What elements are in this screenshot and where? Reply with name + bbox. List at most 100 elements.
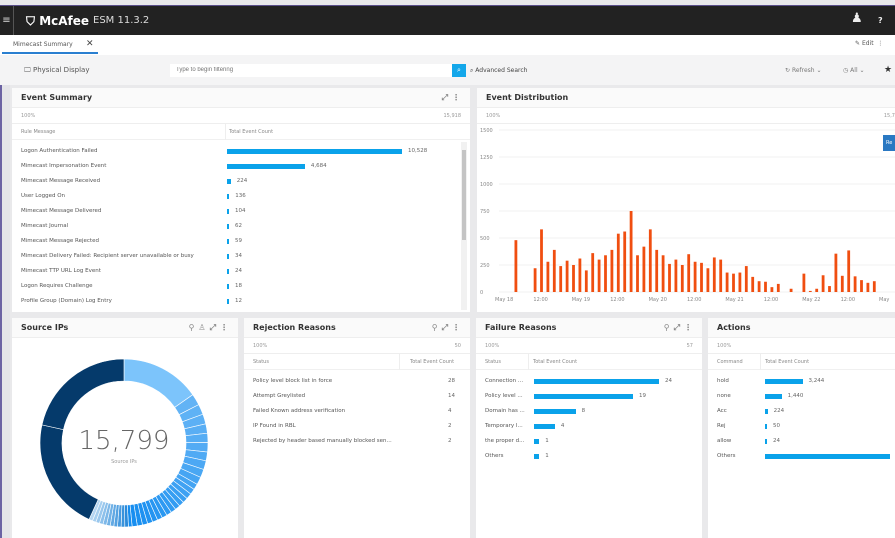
distribution-bar[interactable] bbox=[821, 275, 825, 292]
distribution-bar[interactable] bbox=[552, 249, 556, 292]
distribution-bar[interactable] bbox=[828, 286, 831, 292]
distribution-bar[interactable] bbox=[853, 276, 857, 292]
distribution-bar[interactable] bbox=[815, 288, 819, 292]
distribution-bar[interactable] bbox=[789, 288, 793, 292]
distribution-bar[interactable] bbox=[866, 282, 870, 292]
left-panel-toggle[interactable] bbox=[0, 85, 10, 538]
distribution-bar[interactable] bbox=[687, 254, 691, 292]
distribution-bar[interactable] bbox=[770, 287, 774, 292]
distribution-bar[interactable] bbox=[559, 266, 563, 292]
distribution-bar[interactable] bbox=[808, 290, 812, 292]
distribution-bar[interactable] bbox=[680, 265, 684, 292]
user-icon[interactable]: ♟ bbox=[851, 11, 863, 26]
distribution-bar[interactable] bbox=[725, 272, 729, 292]
col-total-event-count[interactable]: Total Event Count bbox=[528, 354, 577, 370]
hamburger-menu-icon[interactable]: ≡ bbox=[0, 6, 14, 36]
distribution-bar[interactable] bbox=[719, 259, 723, 292]
table-row[interactable]: Mimecast Message Delivered 104 bbox=[12, 206, 470, 221]
distribution-bar[interactable] bbox=[540, 229, 543, 292]
table-row[interactable]: the proper d... 1 bbox=[476, 436, 702, 451]
expand-icon[interactable]: ⤢ bbox=[673, 323, 684, 332]
distribution-bar[interactable] bbox=[629, 211, 633, 292]
table-row[interactable]: Mimecast Message Rejected 59 bbox=[12, 236, 470, 251]
distribution-bar[interactable] bbox=[712, 257, 716, 292]
distribution-bar[interactable] bbox=[732, 273, 735, 292]
table-row[interactable]: User Logged On 136 bbox=[12, 191, 470, 206]
distribution-bar[interactable] bbox=[693, 261, 697, 292]
search-button[interactable]: ⌕ bbox=[452, 64, 466, 77]
table-row[interactable]: Mimecast Message Received 224 bbox=[12, 176, 470, 191]
table-row[interactable]: Rejected by header based manually blocke… bbox=[244, 436, 470, 451]
table-row[interactable]: Connection ... 24 bbox=[476, 376, 702, 391]
person-icon[interactable]: ♙ bbox=[198, 323, 210, 332]
table-row[interactable]: Mimecast Impersonation Event 4,684 bbox=[12, 161, 470, 176]
table-row[interactable]: Temporary l... 4 bbox=[476, 421, 702, 436]
more-options-icon[interactable]: ⋮ bbox=[684, 323, 696, 332]
distribution-bar[interactable] bbox=[648, 229, 652, 292]
favorite-star-icon[interactable]: ★ bbox=[884, 65, 893, 75]
distribution-bar[interactable] bbox=[757, 281, 761, 292]
col-rule-message[interactable]: Rule Message bbox=[21, 129, 56, 135]
distribution-bar[interactable] bbox=[847, 250, 851, 292]
table-row[interactable]: Others bbox=[708, 451, 895, 466]
distribution-bar[interactable] bbox=[764, 281, 767, 292]
distribution-bar[interactable] bbox=[655, 249, 659, 292]
distribution-bar[interactable] bbox=[776, 283, 780, 292]
table-row[interactable]: Policy level block list in force 28 bbox=[244, 376, 470, 391]
col-command[interactable]: Command bbox=[717, 359, 743, 365]
donut-slice[interactable] bbox=[123, 358, 194, 408]
table-row[interactable]: Policy level ... 19 bbox=[476, 391, 702, 406]
distribution-bar[interactable] bbox=[840, 275, 844, 292]
link-icon[interactable]: ⚲ bbox=[663, 323, 674, 332]
expand-icon[interactable]: ⤢ bbox=[441, 323, 452, 332]
expand-icon[interactable]: ⤢ bbox=[441, 93, 452, 102]
table-row[interactable]: allow 24 bbox=[708, 436, 895, 451]
col-status[interactable]: Status bbox=[253, 359, 269, 365]
distribution-bar[interactable] bbox=[668, 263, 671, 292]
tab-mimecast-summary[interactable]: Mimecast Summary ✕ bbox=[2, 35, 98, 54]
reset-zoom-button[interactable]: Re bbox=[883, 135, 895, 151]
distribution-bar[interactable] bbox=[744, 266, 748, 292]
distribution-bar[interactable] bbox=[700, 262, 703, 292]
expand-icon[interactable]: ⤢ bbox=[209, 323, 220, 332]
donut-slice[interactable] bbox=[41, 358, 125, 430]
distribution-bar[interactable] bbox=[860, 280, 863, 292]
distribution-bar[interactable] bbox=[802, 273, 806, 292]
col-total-event-count[interactable]: Total Event Count bbox=[399, 354, 454, 370]
table-row[interactable]: IP Found in RBL 2 bbox=[244, 421, 470, 436]
more-options-icon[interactable]: ⋮ bbox=[452, 323, 464, 332]
distribution-bar[interactable] bbox=[636, 255, 639, 292]
distribution-bar[interactable] bbox=[674, 259, 678, 292]
scrollbar-thumb[interactable] bbox=[462, 150, 466, 240]
col-status[interactable]: Status bbox=[485, 359, 501, 365]
distribution-bar[interactable] bbox=[591, 253, 595, 292]
help-icon[interactable]: ? bbox=[878, 16, 883, 25]
distribution-bar[interactable] bbox=[533, 268, 537, 292]
table-row[interactable]: Attempt Greylisted 14 bbox=[244, 391, 470, 406]
table-row[interactable]: Mimecast Delivery Failed: Recipient serv… bbox=[12, 251, 470, 266]
distribution-bar[interactable] bbox=[578, 258, 582, 292]
distribution-bar[interactable] bbox=[872, 281, 876, 292]
table-row[interactable]: hold 3,244 bbox=[708, 376, 895, 391]
table-row[interactable]: Domain has ... 8 bbox=[476, 406, 702, 421]
distribution-bar[interactable] bbox=[565, 260, 569, 292]
distribution-bar[interactable] bbox=[616, 233, 620, 292]
table-row[interactable]: Logon Requires Challenge 18 bbox=[12, 281, 470, 296]
table-row[interactable]: none 1,440 bbox=[708, 391, 895, 406]
distribution-bar[interactable] bbox=[623, 231, 627, 292]
distribution-bar[interactable] bbox=[751, 276, 755, 292]
link-icon[interactable]: ⚲ bbox=[188, 323, 199, 332]
scrollbar[interactable] bbox=[461, 142, 467, 310]
table-row[interactable]: Failed Known address verification 4 bbox=[244, 406, 470, 421]
distribution-bar[interactable] bbox=[584, 270, 588, 292]
distribution-bar[interactable] bbox=[642, 246, 646, 292]
advanced-search-link[interactable]: ⌕ Advanced Search bbox=[470, 67, 527, 75]
distribution-bar[interactable] bbox=[514, 240, 518, 292]
distribution-bar[interactable] bbox=[610, 249, 614, 292]
table-row[interactable]: Mimecast TTP URL Log Event 24 bbox=[12, 266, 470, 281]
col-total-event-count[interactable]: Total Event Count bbox=[760, 354, 809, 370]
distribution-bar[interactable] bbox=[738, 272, 742, 292]
table-row[interactable]: Others 1 bbox=[476, 451, 702, 466]
distribution-bar[interactable] bbox=[604, 255, 607, 292]
distribution-bar[interactable] bbox=[661, 255, 665, 292]
